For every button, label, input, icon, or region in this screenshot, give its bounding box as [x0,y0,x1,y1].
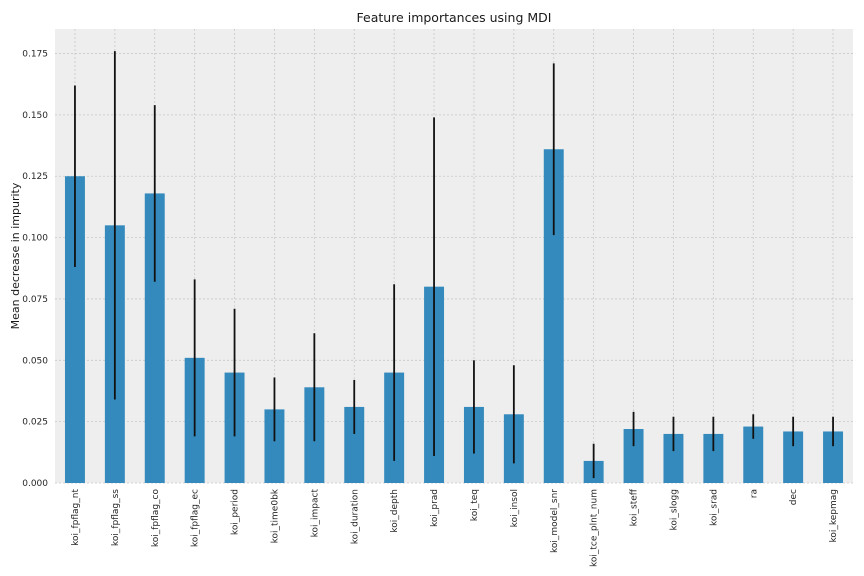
y-tick-label: 0.025 [22,418,48,428]
bar-koi_fpflag_co [144,193,165,483]
bar-koi_srad [703,433,724,483]
y-tick-label: 0.125 [22,172,48,182]
error-bars [74,51,834,479]
y-tick-label: 0.100 [22,234,48,244]
bars [64,149,844,484]
chart-title: Feature importances using MDI [357,10,552,25]
bar-koi_model_snr [543,149,564,483]
x-tick-label: koi_fpflag_co [151,489,161,548]
y-tick-label: 0.050 [22,356,48,366]
y-tick-label: 0.175 [22,50,48,60]
bar-koi_duration [344,406,365,483]
x-tick-label: koi_teq [470,489,480,521]
x-tick-label: koi_fpflag_ss [111,489,121,546]
x-tick-label: koi_slogg [669,489,679,531]
x-tick-label: koi_insol [510,489,520,527]
x-tick-label: koi_time0bk [270,488,280,543]
x-tick-label: koi_steff [630,488,640,526]
bar-koi_kepmag [823,431,844,483]
y-axis-label: Mean decrease in impurity [9,182,22,329]
x-tick-label: koi_impact [310,489,320,538]
bar-dec [783,431,804,483]
bar-koi_time0bk [264,409,285,483]
y-tick-label: 0.000 [22,479,48,489]
x-tick-label: koi_fpflag_nt [71,489,81,546]
x-tick-label: koi_fpflag_ec [191,489,201,547]
x-tick-label: koi_kepmag [829,489,839,543]
x-tick-label: koi_model_snr [550,489,560,553]
bar-koi_steff [623,429,644,483]
bar-koi_fpflag_nt [64,176,85,484]
x-tick-label: ra [749,489,759,498]
bar-ra [743,426,764,483]
y-tick-label: 0.150 [22,111,48,121]
x-tick-label: koi_srad [709,489,719,526]
x-tick-label: dec [789,489,799,505]
plot-background [55,29,853,483]
x-axis-ticks: koi_fpflag_nt koi_fpflag_ss koi_fpflag_co k… [71,488,839,567]
y-axis-ticks: 0.000 0.025 0.050 0.075 0.100 0.125 0.150 0.175 [22,50,48,489]
x-tick-label: koi_tce_plnt_num [590,489,600,567]
bar-koi_slogg [663,433,684,483]
x-tick-label: koi_prad [430,489,440,527]
x-tick-label: koi_depth [390,489,400,533]
x-tick-label: koi_period [231,489,241,535]
x-tick-label: koi_duration [350,489,360,544]
y-tick-label: 0.075 [22,295,48,305]
